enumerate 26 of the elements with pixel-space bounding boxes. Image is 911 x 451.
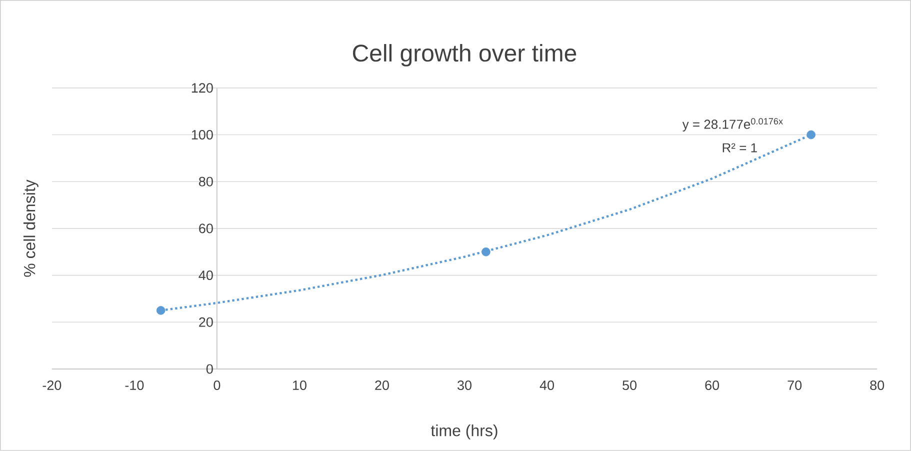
- y-axis-title: % cell density: [23, 180, 38, 277]
- x-tick-label: 0: [214, 380, 220, 390]
- x-tick-label: 70: [788, 380, 802, 390]
- y-tick-label: 80: [199, 176, 213, 186]
- point: [482, 248, 490, 256]
- x-axis-title: time (hrs): [430, 424, 498, 440]
- x-tick-label: 60: [705, 380, 720, 390]
- annotation: y = 28.177e$^{0.0176x}$: [682, 118, 783, 132]
- y-tick-label: 20: [199, 317, 213, 327]
- x-tick-label: -10: [125, 380, 144, 390]
- y-tick-label: 100: [192, 130, 213, 140]
- chart-title: Cell growth over time: [352, 44, 576, 66]
- x-tick-label: 50: [622, 380, 637, 390]
- y-tick-label: 120: [192, 83, 213, 93]
- x-tick-label: -20: [42, 380, 62, 390]
- y-tick-label: 40: [198, 270, 213, 280]
- y-tick-label: 0: [206, 364, 213, 374]
- x-tick-label: 80: [870, 380, 884, 390]
- point: [156, 306, 166, 315]
- y-tick-label: 60: [199, 224, 213, 234]
- x-tick-label: 20: [375, 380, 389, 390]
- x-tick-label: 30: [458, 380, 472, 390]
- x-tick-label: 10: [292, 380, 306, 390]
- x-tick-label: 40: [540, 380, 554, 390]
- point: [806, 130, 816, 140]
- annotation: R² = 1: [722, 143, 757, 152]
